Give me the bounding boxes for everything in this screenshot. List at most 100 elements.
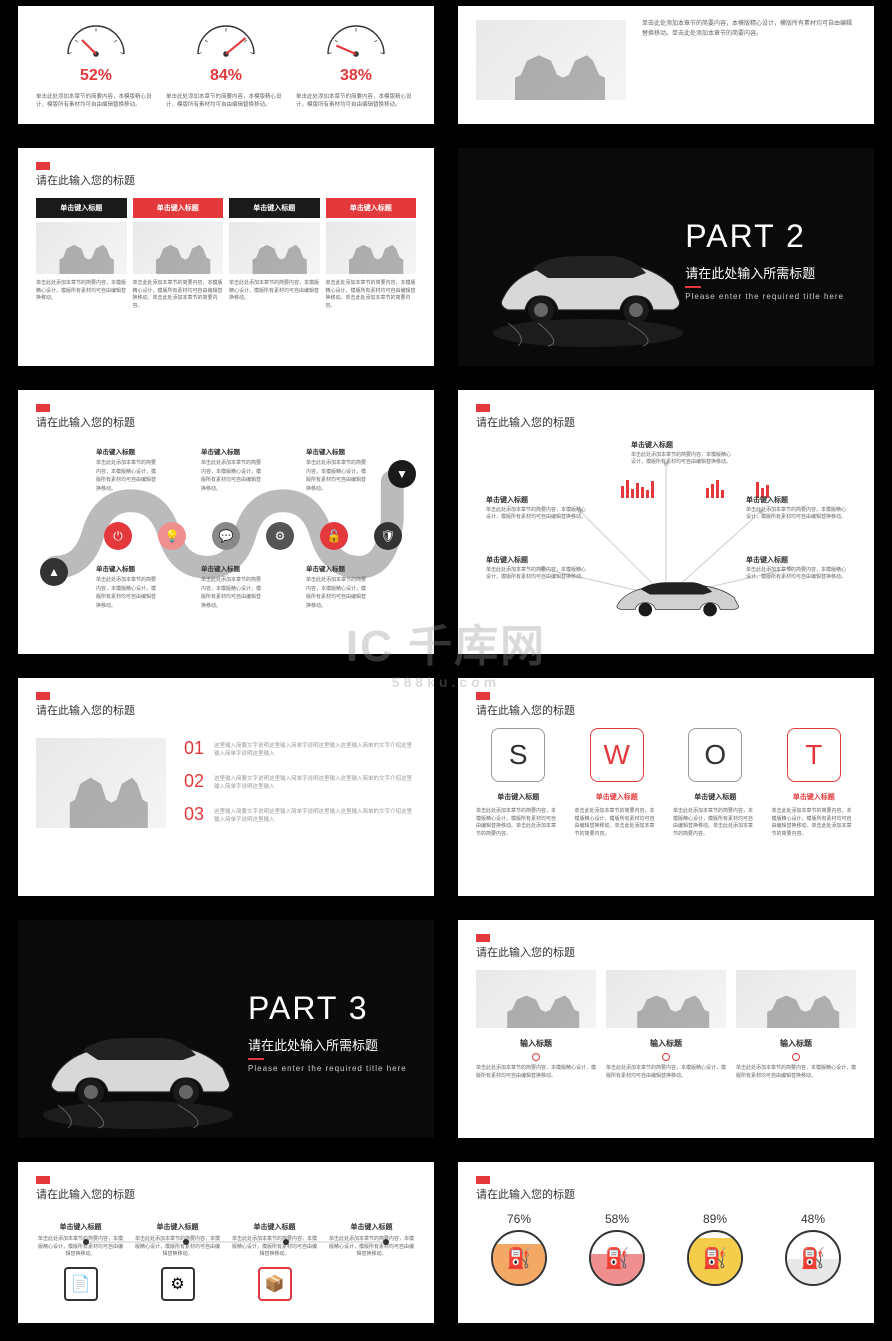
swot-t-txt: 单击此处添加本章节的简要内容，本模版精心设计，模版所有素材均可自由编辑替换移动。… [772, 808, 857, 838]
col-4-header: 单击键入标题 [326, 198, 417, 218]
fuel-icon: ⛽ [703, 1246, 728, 1271]
wave-t2: 单击键入标题 [201, 448, 263, 457]
wave-t4: 单击键入标题 [96, 565, 158, 574]
col-1: 单击键入标题 单击此处添加本章节的简要内容，本模版精心设计，模版所有素材均可自由… [36, 198, 127, 310]
col-4: 单击键入标题 单击此处添加本章节的简要内容，本模版精心设计，模版所有素材均可自由… [326, 198, 417, 310]
slide-part3: PART 3 请在此处输入所需标题 Please enter the requi… [12, 914, 440, 1144]
slide-swot: 请在此输入您的标题 S 单击键入标题 单击此处添加本章节的简要内容，本模版精心设… [452, 672, 880, 902]
swot-s: S 单击键入标题 单击此处添加本章节的简要内容，本模版精心设计，模版所有素材均可… [476, 728, 561, 838]
wave-b5: 单击此处添加本章节的简要内容，本模版精心设计，模版所有素材均可自由编辑替换移动。 [201, 577, 261, 609]
r-b3: 单击此处添加本章节的简要内容，本模版精心设计，模版所有素材均可自由编辑替换移动。 [746, 507, 846, 521]
slide-title: 请在此输入您的标题 [36, 1186, 416, 1202]
swot-o-lbl: 单击键入标题 [673, 792, 758, 802]
columns-4: 单击键入标题 单击此处添加本章节的简要内容，本模版精心设计，模版所有素材均可自由… [36, 198, 416, 310]
slides-grid: 52% 单击此处添加本章节的简要内容，本模版精心设计，模版所有素材均可自由编辑替… [0, 0, 892, 1341]
slide-wave: 请在此输入您的标题 ▲ ⏻ 💡 💬 ⚙ 🔓 🛡 ▼ 单击键入标题单击此处添加本章… [12, 384, 440, 660]
process-steps: 单击键入标题单击此处添加本章节的简要内容，本模版精心设计，模版所有素材均可自由编… [36, 1222, 416, 1309]
wave-t1: 单击键入标题 [96, 448, 158, 457]
slide-title: 请在此输入您的标题 [476, 702, 856, 718]
slide-part2: PART 2 请在此处输入所需标题 Please enter the requi… [452, 142, 880, 372]
gauge-3-value: 38% [296, 67, 416, 85]
node-1: ⏻ [104, 522, 132, 550]
slide-process: 请在此输入您的标题 单击键入标题单击此处添加本章节的简要内容，本模版精心设计，模… [12, 1156, 440, 1329]
gauge-1-text: 单击此处添加本章节的简要内容，本模版精心设计，模版所有素材均可自由编辑替换移动。 [36, 93, 156, 110]
swot-o-txt: 单击此处添加本章节的简要内容，本模版精心设计，模版所有素材均可自由编辑替换移动。… [673, 808, 758, 838]
col-1-header: 单击键入标题 [36, 198, 127, 218]
p3-1-txt: 单击此处添加本章节的简要内容，本模版精心设计，模版所有素材均可自由编辑替换移动。 [476, 1065, 596, 1080]
num-3: 03 [184, 804, 204, 825]
swot-t-lbl: 单击键入标题 [772, 792, 857, 802]
gauges-row: 52% 单击此处添加本章节的简要内容，本模版精心设计，模版所有素材均可自由编辑替… [36, 20, 416, 110]
slide-title: 请在此输入您的标题 [476, 944, 856, 960]
slide-4cols: 请在此输入您的标题 单击键入标题 单击此处添加本章节的简要内容，本模版精心设计，… [12, 142, 440, 372]
s4-t: 单击键入标题 [327, 1222, 416, 1232]
col-4-text: 单击此处添加本章节的简要内容，本模版精心设计，模版所有素材均可自由编辑替换移动。… [326, 280, 417, 310]
p3-1: 输入标题 单击此处添加本章节的简要内容，本模版精心设计，模版所有素材均可自由编辑… [476, 970, 596, 1080]
slide-fuel: 请在此输入您的标题 76% ⛽ 58% ⛽ 89% ⛽ 48% ⛽ [452, 1156, 880, 1329]
num-3-text: 这里输入简要文字说明这里输入简单字说明这里输入这里输入简单的文字介绍这里输入简单… [214, 804, 416, 825]
slide-numbered: 请在此输入您的标题 01这里输入简要文字说明这里输入简单字说明这里输入这里输入简… [12, 672, 440, 902]
swot-w: W 单击键入标题 单击此处添加本章节的简要内容，本模版精心设计，模版所有素材均可… [575, 728, 660, 838]
node-6: 🛡 [374, 522, 402, 550]
accent-bar [36, 404, 50, 412]
p3-3-img [736, 970, 856, 1028]
fuel-row: 76% ⛽ 58% ⛽ 89% ⛽ 48% ⛽ [476, 1212, 856, 1286]
fuel-1-pct: 76% [476, 1212, 562, 1226]
p3-2-img [606, 970, 726, 1028]
r-b0: 单击此处添加本章节的简要内容，本模版精心设计，模版所有素材均可自由编辑替换移动。 [631, 452, 731, 466]
col-1-text: 单击此处添加本章节的简要内容，本模版精心设计，模版所有素材均可自由编辑替换移动。 [36, 280, 127, 303]
wave-t5: 单击键入标题 [201, 565, 263, 574]
node-3: 💬 [212, 522, 240, 550]
wave-b3: 单击此处添加本章节的简要内容，本模版精心设计，模版所有素材均可自由编辑替换移动。 [306, 460, 366, 492]
part2-label: PART 2 [685, 218, 844, 255]
swot-o: O 单击键入标题 单击此处添加本章节的简要内容，本模版精心设计，模版所有素材均可… [673, 728, 758, 838]
accent-bar [36, 692, 50, 700]
slide-title: 请在此输入您的标题 [36, 702, 416, 718]
col-4-photo [326, 222, 417, 274]
p3-1-lbl: 输入标题 [476, 1038, 596, 1061]
underline [685, 286, 701, 288]
p3-2-txt: 单击此处添加本章节的简要内容，本模版精心设计，模版所有素材均可自由编辑替换移动。 [606, 1065, 726, 1080]
part3-label: PART 3 [248, 990, 407, 1027]
r-b2: 单击此处添加本章节的简要内容，本模版精心设计，模版所有素材均可自由编辑替换移动。 [486, 567, 586, 581]
numbered-photo [36, 738, 166, 828]
fuel-icon: ⛽ [605, 1246, 630, 1271]
swot-o-box: O [688, 728, 742, 782]
swot-w-txt: 单击此处添加本章节的简要内容，本模版精心设计，模版所有素材均可自由编辑替换移动。… [575, 808, 660, 838]
wave-t3: 单击键入标题 [306, 448, 368, 457]
p3-1-img [476, 970, 596, 1028]
mini-bars-2 [706, 478, 724, 498]
fuel-2-pct: 58% [574, 1212, 660, 1226]
node-end: ▼ [388, 460, 416, 488]
accent-bar [36, 1176, 50, 1184]
node-4: ⚙ [266, 522, 294, 550]
numbered-list: 01这里输入简要文字说明这里输入简单字说明这里输入这里输入简单的文字介绍这里输入… [36, 738, 416, 837]
swot-t-box: T [787, 728, 841, 782]
photo-body: 单击此处添加本章节的简要内容，本模版精心设计，模版所有素材均可自由编辑替换移动。… [642, 20, 856, 100]
car-illustration-2 [28, 1010, 248, 1130]
car-radial: 单击键入标题单击此处添加本章节的简要内容，本模版精心设计，模版所有素材均可自由编… [476, 440, 856, 640]
col-2: 单击键入标题 单击此处添加本章节的简要内容，本模版精心设计，模版所有素材均可自由… [133, 198, 224, 310]
wave-t6: 单击键入标题 [306, 565, 368, 574]
box-icon: 📦 [258, 1267, 292, 1301]
r-t1: 单击键入标题 [486, 495, 586, 505]
car-illustration [478, 228, 698, 348]
business-photo [476, 20, 626, 100]
underline [248, 1058, 264, 1060]
r-t0: 单击键入标题 [631, 440, 731, 450]
r-t3: 单击键入标题 [746, 495, 846, 505]
num-2-text: 这里输入简要文字说明这里输入简单字说明这里输入这里输入简单的文字介绍这里输入简单… [214, 771, 416, 792]
col-2-header: 单击键入标题 [133, 198, 224, 218]
r-t4: 单击键入标题 [746, 555, 846, 565]
p3-3-lbl: 输入标题 [736, 1038, 856, 1061]
col-2-text: 单击此处添加本章节的简要内容，本模版精心设计，模版所有素材均可自由编辑替换移动。… [133, 280, 224, 310]
gauge-3: 38% 单击此处添加本章节的简要内容，本模版精心设计，模版所有素材均可自由编辑替… [296, 20, 416, 110]
col-3-text: 单击此处添加本章节的简要内容，本模版精心设计，模版所有素材均可自由编辑替换移动。 [229, 280, 320, 303]
p3-3: 输入标题 单击此处添加本章节的简要内容，本模版精心设计，模版所有素材均可自由编辑… [736, 970, 856, 1080]
accent-bar [476, 934, 490, 942]
node-2: 💡 [158, 522, 186, 550]
swot-s-box: S [491, 728, 545, 782]
slide-3photos: 请在此输入您的标题 输入标题 单击此处添加本章节的简要内容，本模版精心设计，模版… [452, 914, 880, 1144]
slide-photo-text: 单击此处添加本章节的简要内容，本模版精心设计，模版所有素材均可自由编辑替换移动。… [452, 0, 880, 130]
wave-b2: 单击此处添加本章节的简要内容，本模版精心设计，模版所有素材均可自由编辑替换移动。 [201, 460, 261, 492]
